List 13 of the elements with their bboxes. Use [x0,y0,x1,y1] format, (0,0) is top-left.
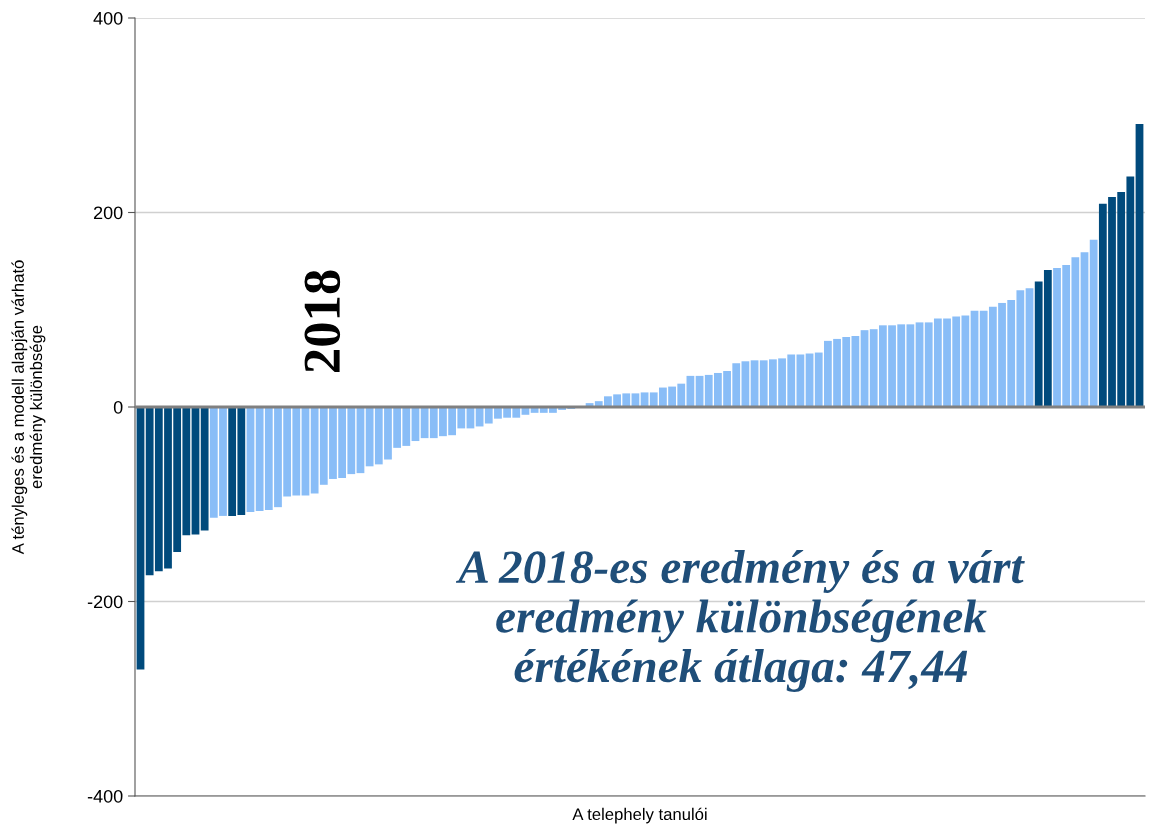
y-tick-label: 0 [113,400,123,414]
x-axis-title: A telephely tanulói [572,807,707,824]
y-tick-label: 400 [93,11,123,25]
bar [1089,239,1098,407]
annotation: 2018 [304,270,341,372]
bar [136,407,145,670]
y-tick-label: -400 [87,789,123,803]
y-axis-title: A tényleges és a modell alapján várható eredmény különbsége [11,260,46,555]
bar [200,407,209,531]
y-tick-label: -200 [87,595,123,609]
annotation: A 2018-es eredmény és a várt eredmény különbségének értékének átlaga: 47,44 [455,549,1025,692]
bar [1135,124,1144,407]
y-tick-label: 200 [93,206,123,220]
